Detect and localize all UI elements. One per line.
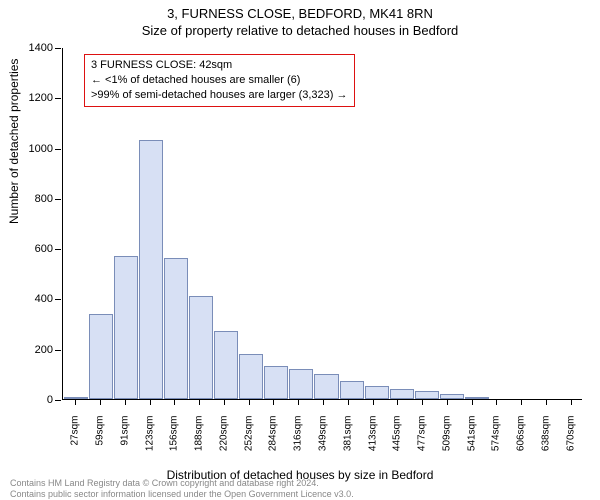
histogram-bar xyxy=(164,258,188,399)
x-tick-label: 284sqm xyxy=(268,416,279,452)
histogram-bar xyxy=(289,369,313,399)
x-tick xyxy=(373,399,374,405)
x-tick xyxy=(447,399,448,405)
x-tick xyxy=(199,399,200,405)
y-tick-label: 1400 xyxy=(29,42,63,54)
x-tick-label: 509sqm xyxy=(441,416,452,452)
x-tick-label: 156sqm xyxy=(169,416,180,452)
histogram-bar xyxy=(239,354,263,399)
y-tick-label: 400 xyxy=(35,293,63,305)
histogram-bar xyxy=(139,140,163,399)
y-axis-label: Number of detached properties xyxy=(7,59,21,224)
x-tick-label: 349sqm xyxy=(318,416,329,452)
x-tick-label: 606sqm xyxy=(516,416,527,452)
x-tick-label: 220sqm xyxy=(218,416,229,452)
histogram-bar xyxy=(365,386,389,399)
x-tick-label: 638sqm xyxy=(540,416,551,452)
annotation-line-1: 3 FURNESS CLOSE: 42sqm xyxy=(91,58,348,73)
histogram-bar xyxy=(214,331,238,399)
x-tick-label: 670sqm xyxy=(565,416,576,452)
x-tick-label: 252sqm xyxy=(243,416,254,452)
x-tick xyxy=(174,399,175,405)
y-tick-label: 200 xyxy=(35,344,63,356)
x-tick-label: 413sqm xyxy=(367,416,378,452)
x-tick xyxy=(150,399,151,405)
y-tick-label: 1200 xyxy=(29,92,63,104)
x-tick xyxy=(521,399,522,405)
histogram-bar xyxy=(89,314,113,399)
histogram-bar xyxy=(390,389,414,399)
histogram-bar xyxy=(440,394,464,399)
x-tick xyxy=(249,399,250,405)
title-line-2: Size of property relative to detached ho… xyxy=(0,21,600,38)
x-tick xyxy=(546,399,547,405)
histogram-bar xyxy=(114,256,138,399)
y-tick-label: 800 xyxy=(35,193,63,205)
y-tick-label: 600 xyxy=(35,243,63,255)
annotation-box: 3 FURNESS CLOSE: 42sqm ← <1% of detached… xyxy=(84,54,355,107)
x-tick xyxy=(571,399,572,405)
x-tick-label: 316sqm xyxy=(293,416,304,452)
histogram-bar xyxy=(465,397,489,400)
x-tick-label: 381sqm xyxy=(342,416,353,452)
annotation-line-3: >99% of semi-detached houses are larger … xyxy=(91,88,348,103)
histogram-chart: 020040060080010001200140027sqm59sqm91sqm… xyxy=(62,48,582,400)
x-tick xyxy=(125,399,126,405)
histogram-bar xyxy=(189,296,213,399)
x-tick-label: 574sqm xyxy=(491,416,502,452)
histogram-bar xyxy=(264,366,288,399)
x-tick xyxy=(472,399,473,405)
x-tick xyxy=(100,399,101,405)
x-tick xyxy=(75,399,76,405)
y-tick-label: 0 xyxy=(47,394,63,406)
x-tick xyxy=(348,399,349,405)
x-tick-label: 123sqm xyxy=(144,416,155,452)
x-tick xyxy=(422,399,423,405)
x-tick-label: 59sqm xyxy=(95,416,106,446)
footer-attribution: Contains HM Land Registry data © Crown c… xyxy=(10,478,354,500)
footer-line-2: Contains public sector information licen… xyxy=(10,489,354,500)
x-tick xyxy=(298,399,299,405)
x-tick-label: 188sqm xyxy=(194,416,205,452)
histogram-bar xyxy=(415,391,439,399)
x-tick-label: 477sqm xyxy=(417,416,428,452)
x-tick-label: 541sqm xyxy=(466,416,477,452)
x-tick-label: 91sqm xyxy=(119,416,130,446)
histogram-bar xyxy=(314,374,338,399)
histogram-bar xyxy=(340,381,364,399)
y-tick-label: 1000 xyxy=(29,143,63,155)
x-tick xyxy=(397,399,398,405)
title-line-1: 3, FURNESS CLOSE, BEDFORD, MK41 8RN xyxy=(0,0,600,21)
x-tick xyxy=(224,399,225,405)
annotation-line-2: ← <1% of detached houses are smaller (6) xyxy=(91,73,348,88)
x-tick xyxy=(323,399,324,405)
x-tick xyxy=(496,399,497,405)
x-tick xyxy=(273,399,274,405)
x-tick-label: 445sqm xyxy=(392,416,403,452)
footer-line-1: Contains HM Land Registry data © Crown c… xyxy=(10,478,354,489)
x-tick-label: 27sqm xyxy=(70,416,81,446)
